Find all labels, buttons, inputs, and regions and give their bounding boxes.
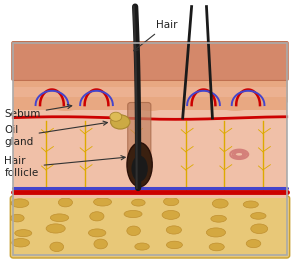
- Ellipse shape: [131, 156, 148, 182]
- Ellipse shape: [127, 226, 140, 236]
- Ellipse shape: [58, 198, 73, 207]
- FancyBboxPatch shape: [128, 102, 151, 165]
- Text: Hair
follicle: Hair follicle: [4, 156, 125, 178]
- Ellipse shape: [12, 238, 30, 247]
- FancyBboxPatch shape: [13, 105, 287, 198]
- Ellipse shape: [88, 229, 106, 237]
- Ellipse shape: [127, 143, 152, 187]
- Ellipse shape: [162, 210, 180, 219]
- FancyBboxPatch shape: [13, 87, 287, 97]
- Ellipse shape: [50, 214, 69, 222]
- Ellipse shape: [94, 198, 112, 206]
- Ellipse shape: [135, 243, 149, 250]
- FancyBboxPatch shape: [12, 42, 288, 80]
- Ellipse shape: [132, 199, 145, 206]
- Ellipse shape: [110, 112, 122, 121]
- Ellipse shape: [206, 228, 226, 237]
- Ellipse shape: [46, 224, 65, 233]
- Ellipse shape: [124, 210, 142, 218]
- Ellipse shape: [111, 115, 130, 129]
- Ellipse shape: [211, 215, 226, 222]
- Ellipse shape: [90, 212, 104, 221]
- Ellipse shape: [50, 242, 64, 252]
- Ellipse shape: [209, 243, 224, 251]
- Text: Hair: Hair: [134, 20, 177, 51]
- Text: Oil
gland: Oil gland: [4, 121, 107, 147]
- Ellipse shape: [212, 199, 228, 208]
- FancyBboxPatch shape: [10, 196, 290, 258]
- Ellipse shape: [94, 239, 107, 249]
- Ellipse shape: [164, 198, 179, 206]
- Ellipse shape: [166, 226, 182, 234]
- Ellipse shape: [251, 224, 268, 233]
- Ellipse shape: [11, 214, 24, 222]
- Text: Sebum: Sebum: [4, 104, 72, 119]
- Ellipse shape: [243, 201, 258, 208]
- Ellipse shape: [167, 241, 182, 249]
- Ellipse shape: [11, 199, 29, 208]
- FancyBboxPatch shape: [13, 74, 287, 110]
- Ellipse shape: [246, 239, 261, 248]
- Ellipse shape: [15, 230, 32, 237]
- Ellipse shape: [251, 212, 266, 219]
